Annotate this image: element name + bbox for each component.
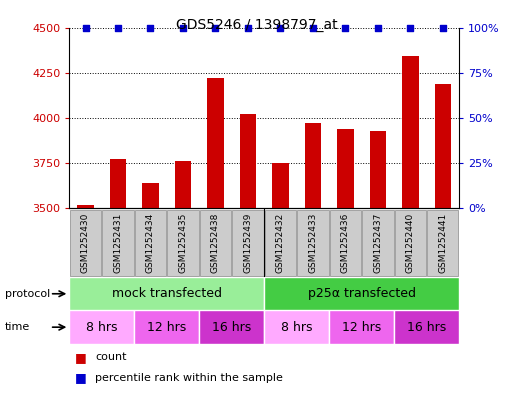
Text: GSM1252436: GSM1252436 — [341, 213, 350, 273]
Bar — [232, 210, 264, 276]
Bar — [370, 130, 386, 208]
Bar — [394, 310, 459, 344]
Text: 16 hrs: 16 hrs — [212, 321, 251, 334]
Point — [406, 24, 415, 31]
Bar — [200, 210, 231, 276]
Bar — [69, 277, 264, 310]
Text: ■: ■ — [74, 351, 86, 364]
Bar — [135, 210, 166, 276]
Bar — [134, 310, 199, 344]
Text: ■: ■ — [74, 371, 86, 384]
Text: 12 hrs: 12 hrs — [342, 321, 381, 334]
Text: GSM1252433: GSM1252433 — [308, 213, 318, 273]
Point — [146, 24, 154, 31]
Bar — [110, 160, 126, 208]
Text: GSM1252431: GSM1252431 — [113, 213, 123, 273]
Point — [114, 24, 122, 31]
Bar — [69, 310, 134, 344]
Bar — [175, 161, 191, 208]
Bar — [395, 210, 426, 276]
Bar — [272, 163, 288, 208]
Bar — [264, 310, 329, 344]
Bar — [70, 210, 101, 276]
Text: p25α transfected: p25α transfected — [308, 287, 416, 300]
Bar — [142, 183, 159, 208]
Text: 12 hrs: 12 hrs — [147, 321, 186, 334]
Point — [374, 24, 382, 31]
Point — [244, 24, 252, 31]
Bar — [298, 210, 328, 276]
Bar — [265, 210, 296, 276]
Point — [82, 24, 90, 31]
Text: GSM1252434: GSM1252434 — [146, 213, 155, 273]
Bar — [402, 57, 419, 208]
Bar — [240, 114, 256, 208]
Text: GSM1252435: GSM1252435 — [179, 213, 187, 273]
Point — [439, 24, 447, 31]
Text: GSM1252441: GSM1252441 — [439, 213, 447, 273]
Text: GSM1252439: GSM1252439 — [244, 213, 252, 273]
Text: 16 hrs: 16 hrs — [407, 321, 446, 334]
Point — [341, 24, 349, 31]
Point — [211, 24, 220, 31]
Text: protocol: protocol — [5, 289, 50, 299]
Text: GSM1252437: GSM1252437 — [373, 213, 382, 273]
Bar — [264, 277, 459, 310]
Text: mock transfected: mock transfected — [112, 287, 222, 300]
Bar — [199, 310, 264, 344]
Bar — [167, 210, 199, 276]
Text: GSM1252430: GSM1252430 — [81, 213, 90, 273]
Text: GSM1252440: GSM1252440 — [406, 213, 415, 273]
Text: 8 hrs: 8 hrs — [281, 321, 312, 334]
Text: 8 hrs: 8 hrs — [86, 321, 117, 334]
Text: percentile rank within the sample: percentile rank within the sample — [95, 373, 283, 383]
Bar — [77, 205, 93, 208]
Bar — [330, 210, 361, 276]
Bar — [329, 310, 394, 344]
Bar — [362, 210, 393, 276]
Point — [179, 24, 187, 31]
Bar — [305, 123, 321, 208]
Text: GDS5246 / 1398797_at: GDS5246 / 1398797_at — [175, 18, 338, 32]
Bar — [103, 210, 133, 276]
Text: time: time — [5, 322, 30, 332]
Bar — [337, 129, 353, 208]
Bar — [427, 210, 459, 276]
Text: GSM1252432: GSM1252432 — [276, 213, 285, 273]
Text: GSM1252438: GSM1252438 — [211, 213, 220, 273]
Point — [277, 24, 285, 31]
Bar — [435, 84, 451, 208]
Text: count: count — [95, 353, 126, 362]
Bar — [207, 78, 224, 208]
Point — [309, 24, 317, 31]
